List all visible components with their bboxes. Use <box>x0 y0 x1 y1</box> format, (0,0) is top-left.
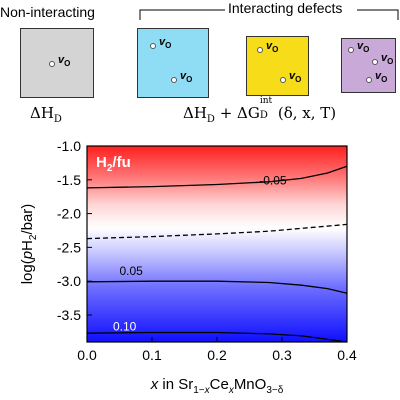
oxygen-vacancy-icon <box>49 61 55 67</box>
non-interacting-panel: vO <box>20 28 94 98</box>
plot-frame <box>86 145 348 343</box>
y-tick-label: -2.0 <box>57 206 81 222</box>
contour-line <box>86 280 348 294</box>
oxygen-vacancy-icon <box>150 43 156 49</box>
interacting-bracket <box>139 9 399 20</box>
vacancy-label: vO <box>180 70 193 85</box>
y-tick-label: -1.0 <box>57 138 81 154</box>
vacancy-label: vO <box>375 70 388 85</box>
heatmap-area <box>87 146 347 342</box>
vacancy-label: vO <box>381 52 394 67</box>
vacancy-label: vO <box>58 54 71 69</box>
x-tick-label: 0.1 <box>142 347 162 363</box>
oxygen-vacancy-icon <box>171 77 177 83</box>
contour-line <box>86 223 348 240</box>
interacting-panel-1: vO vO <box>137 28 209 98</box>
vacancy-label: vO <box>159 36 172 51</box>
contour-label: 0.05 <box>120 264 144 278</box>
x-tick-label: 0.0 <box>77 347 97 363</box>
vacancy-label: vO <box>289 70 302 85</box>
non-interacting-label: Non-interacting <box>0 4 95 20</box>
interacting-defects-label: Interacting defects <box>228 0 343 16</box>
y-tick-label: -2.5 <box>57 239 81 255</box>
oxygen-vacancy-icon <box>366 77 372 83</box>
contour-line <box>86 331 348 343</box>
x-tick-label: 0.3 <box>272 347 292 363</box>
contour-label: -0.05 <box>259 174 287 188</box>
vacancy-label: vO <box>357 40 370 55</box>
formula-interacting: ΔHD + ΔG int D (δ, x, T) <box>183 96 337 125</box>
interacting-panel-3: vO vO vO <box>341 38 396 93</box>
x-tick-label: 0.4 <box>337 347 357 363</box>
y-axis-label: log(pH2/bar) <box>19 204 39 285</box>
oxygen-vacancy-icon <box>348 47 354 53</box>
contour-line <box>86 165 348 189</box>
oxygen-vacancy-icon <box>257 47 263 53</box>
y-tick-label: -3.5 <box>57 307 81 323</box>
y-tick-label: -3.0 <box>57 273 81 289</box>
x-tick-label: 0.2 <box>207 347 227 363</box>
oxygen-vacancy-icon <box>372 59 378 65</box>
interacting-panel-2: vO vO <box>246 36 309 96</box>
chart-title: H2/fu <box>96 154 131 174</box>
oxygen-vacancy-icon <box>280 77 286 83</box>
x-axis-label: x in Sr1−xCexMnO3−δ <box>150 376 284 396</box>
formula-non-interacting: ΔHD <box>30 104 62 125</box>
y-tick-label: -1.5 <box>57 172 81 188</box>
contour-label: 0.10 <box>113 320 137 334</box>
vacancy-label: vO <box>266 40 279 55</box>
